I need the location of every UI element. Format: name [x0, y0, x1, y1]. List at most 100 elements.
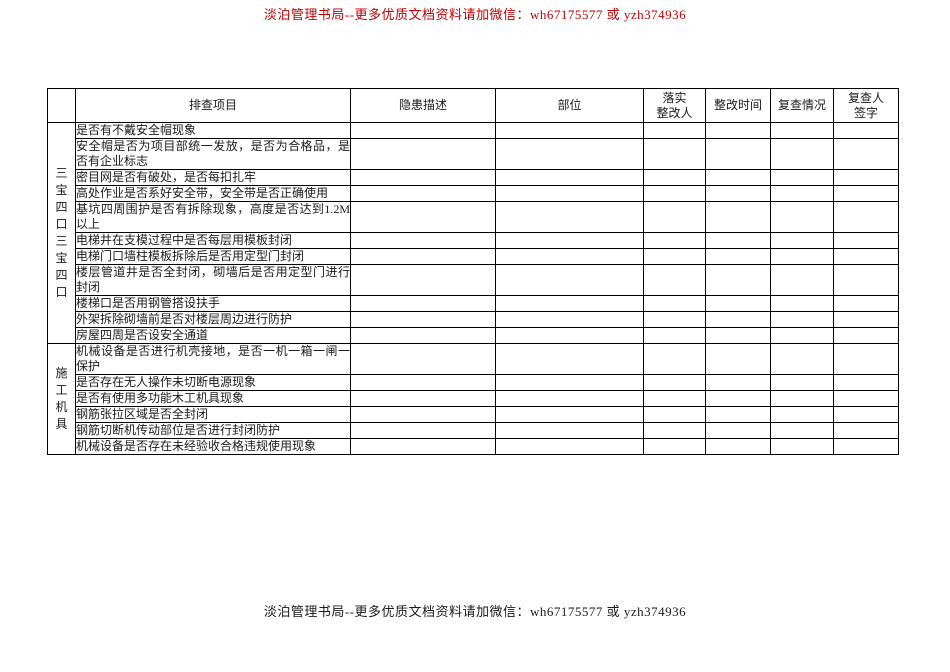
location-cell: [495, 374, 644, 391]
top-watermark-text: 淡泊管理书局--更多优质文档资料请加微信：wh67175577 或 yzh374…: [263, 7, 687, 22]
recheck-cell: [770, 374, 834, 391]
hazard-cell: [350, 295, 496, 312]
header-hazard: 隐患描述: [350, 88, 496, 123]
signature-cell: [833, 248, 899, 265]
table-row: 施工机具 机械设备是否进行机壳接地，是否一机一箱一闸一保护: [47, 343, 899, 455]
hazard-cell: [350, 327, 496, 344]
header-location: 部位: [495, 88, 644, 123]
location-cell: [495, 248, 644, 265]
location-cell: [495, 311, 644, 328]
location-cell: [495, 201, 644, 233]
signature-cell: [833, 232, 899, 249]
hazard-cell: [350, 122, 496, 139]
person-cell: [643, 390, 706, 407]
hazard-cell: [350, 311, 496, 328]
person-cell: [643, 295, 706, 312]
inspection-item-cell: 电梯门口墙柱模板拆除后是否用定型门封闭: [75, 248, 351, 265]
table-row: 楼层管道井是否全封闭，砌墙后是否用定型门进行封闭: [48, 264, 899, 296]
hazard-cell: [350, 343, 496, 375]
hazard-cell: [350, 138, 496, 170]
time-cell: [705, 185, 771, 202]
inspection-item-cell: 安全帽是否为项目部统一发放，是否为合格品，是否有企业标志: [75, 138, 351, 170]
person-cell: [643, 248, 706, 265]
location-cell: [495, 295, 644, 312]
location-cell: [495, 327, 644, 344]
inspection-item-cell: 钢筋切断机传动部位是否进行封闭防护: [75, 422, 351, 439]
inspection-item-cell: 楼梯口是否用钢管搭设扶手: [75, 295, 351, 312]
category-vertical-label: 施工机具: [55, 366, 68, 431]
hazard-cell: [350, 201, 496, 233]
hazard-cell: [350, 438, 496, 455]
person-cell: [643, 201, 706, 233]
category-vertical-label: 三宝四口三宝四口: [55, 166, 68, 299]
signature-cell: [833, 122, 899, 139]
header-time: 整改时间: [705, 88, 771, 123]
time-cell: [705, 311, 771, 328]
table-row: 高处作业是否系好安全带，安全带是否正确使用: [48, 185, 899, 202]
header-category: [47, 88, 76, 123]
location-cell: [495, 169, 644, 186]
signature-cell: [833, 295, 899, 312]
recheck-cell: [770, 138, 834, 170]
inspection-item-cell: 外架拆除砌墙前是否对楼层周边进行防护: [75, 311, 351, 328]
inspection-table: 排查项目 隐患描述 部位 落实 整改人 整改时间 复查情况 复查人 签字 三宝四…: [47, 88, 899, 455]
hazard-cell: [350, 390, 496, 407]
recheck-cell: [770, 264, 834, 296]
recheck-cell: [770, 169, 834, 186]
person-cell: [643, 406, 706, 423]
time-cell: [705, 406, 771, 423]
inspection-item-cell: 钢筋张拉区域是否全封闭: [75, 406, 351, 423]
person-cell: [643, 422, 706, 439]
inspection-item-cell: 电梯井在支模过程中是否每层用模板封闭: [75, 232, 351, 249]
table-row: 电梯井在支模过程中是否每层用模板封闭: [48, 232, 899, 249]
table-row: 电梯门口墙柱模板拆除后是否用定型门封闭: [48, 248, 899, 265]
time-cell: [705, 422, 771, 439]
recheck-cell: [770, 390, 834, 407]
recheck-cell: [770, 248, 834, 265]
person-cell: [643, 343, 706, 375]
table-row: 是否有使用多功能木工机具现象: [48, 390, 899, 407]
person-cell: [643, 311, 706, 328]
location-cell: [495, 422, 644, 439]
table-row: 钢筋切断机传动部位是否进行封闭防护: [48, 422, 899, 439]
recheck-cell: [770, 185, 834, 202]
person-cell: [643, 232, 706, 249]
recheck-cell: [770, 327, 834, 344]
recheck-cell: [770, 295, 834, 312]
hazard-cell: [350, 422, 496, 439]
person-cell: [643, 185, 706, 202]
header-recheck: 复查情况: [770, 88, 834, 123]
recheck-cell: [770, 311, 834, 328]
location-cell: [495, 343, 644, 375]
inspection-item-cell: 是否有使用多功能木工机具现象: [75, 390, 351, 407]
person-cell: [643, 138, 706, 170]
signature-cell: [833, 327, 899, 344]
inspection-item-cell: 机械设备是否存在未经验收合格违规使用现象: [75, 438, 351, 455]
table-row: 楼梯口是否用钢管搭设扶手: [48, 295, 899, 312]
signature-cell: [833, 390, 899, 407]
inspection-item-cell: 密目网是否有破处，是否每扣扎牢: [75, 169, 351, 186]
time-cell: [705, 169, 771, 186]
signature-cell: [833, 138, 899, 170]
inspection-item-cell: 房屋四周是否设安全通道: [75, 327, 351, 344]
bottom-watermark-text: 淡泊管理书局--更多优质文档资料请加微信：wh67175577 或 yzh374…: [263, 604, 687, 619]
time-cell: [705, 295, 771, 312]
person-cell: [643, 374, 706, 391]
hazard-cell: [350, 374, 496, 391]
table-row: 密目网是否有破处，是否每扣扎牢: [48, 169, 899, 186]
time-cell: [705, 232, 771, 249]
person-cell: [643, 264, 706, 296]
person-cell: [643, 327, 706, 344]
time-cell: [705, 390, 771, 407]
location-cell: [495, 264, 644, 296]
signature-cell: [833, 374, 899, 391]
signature-cell: [833, 185, 899, 202]
table-row: 外架拆除砌墙前是否对楼层周边进行防护: [48, 311, 899, 328]
header-person: 落实 整改人: [643, 88, 706, 123]
time-cell: [705, 248, 771, 265]
location-cell: [495, 138, 644, 170]
time-cell: [705, 138, 771, 170]
time-cell: [705, 438, 771, 455]
table-header-row: 排查项目 隐患描述 部位 落实 整改人 整改时间 复查情况 复查人 签字: [47, 88, 899, 123]
